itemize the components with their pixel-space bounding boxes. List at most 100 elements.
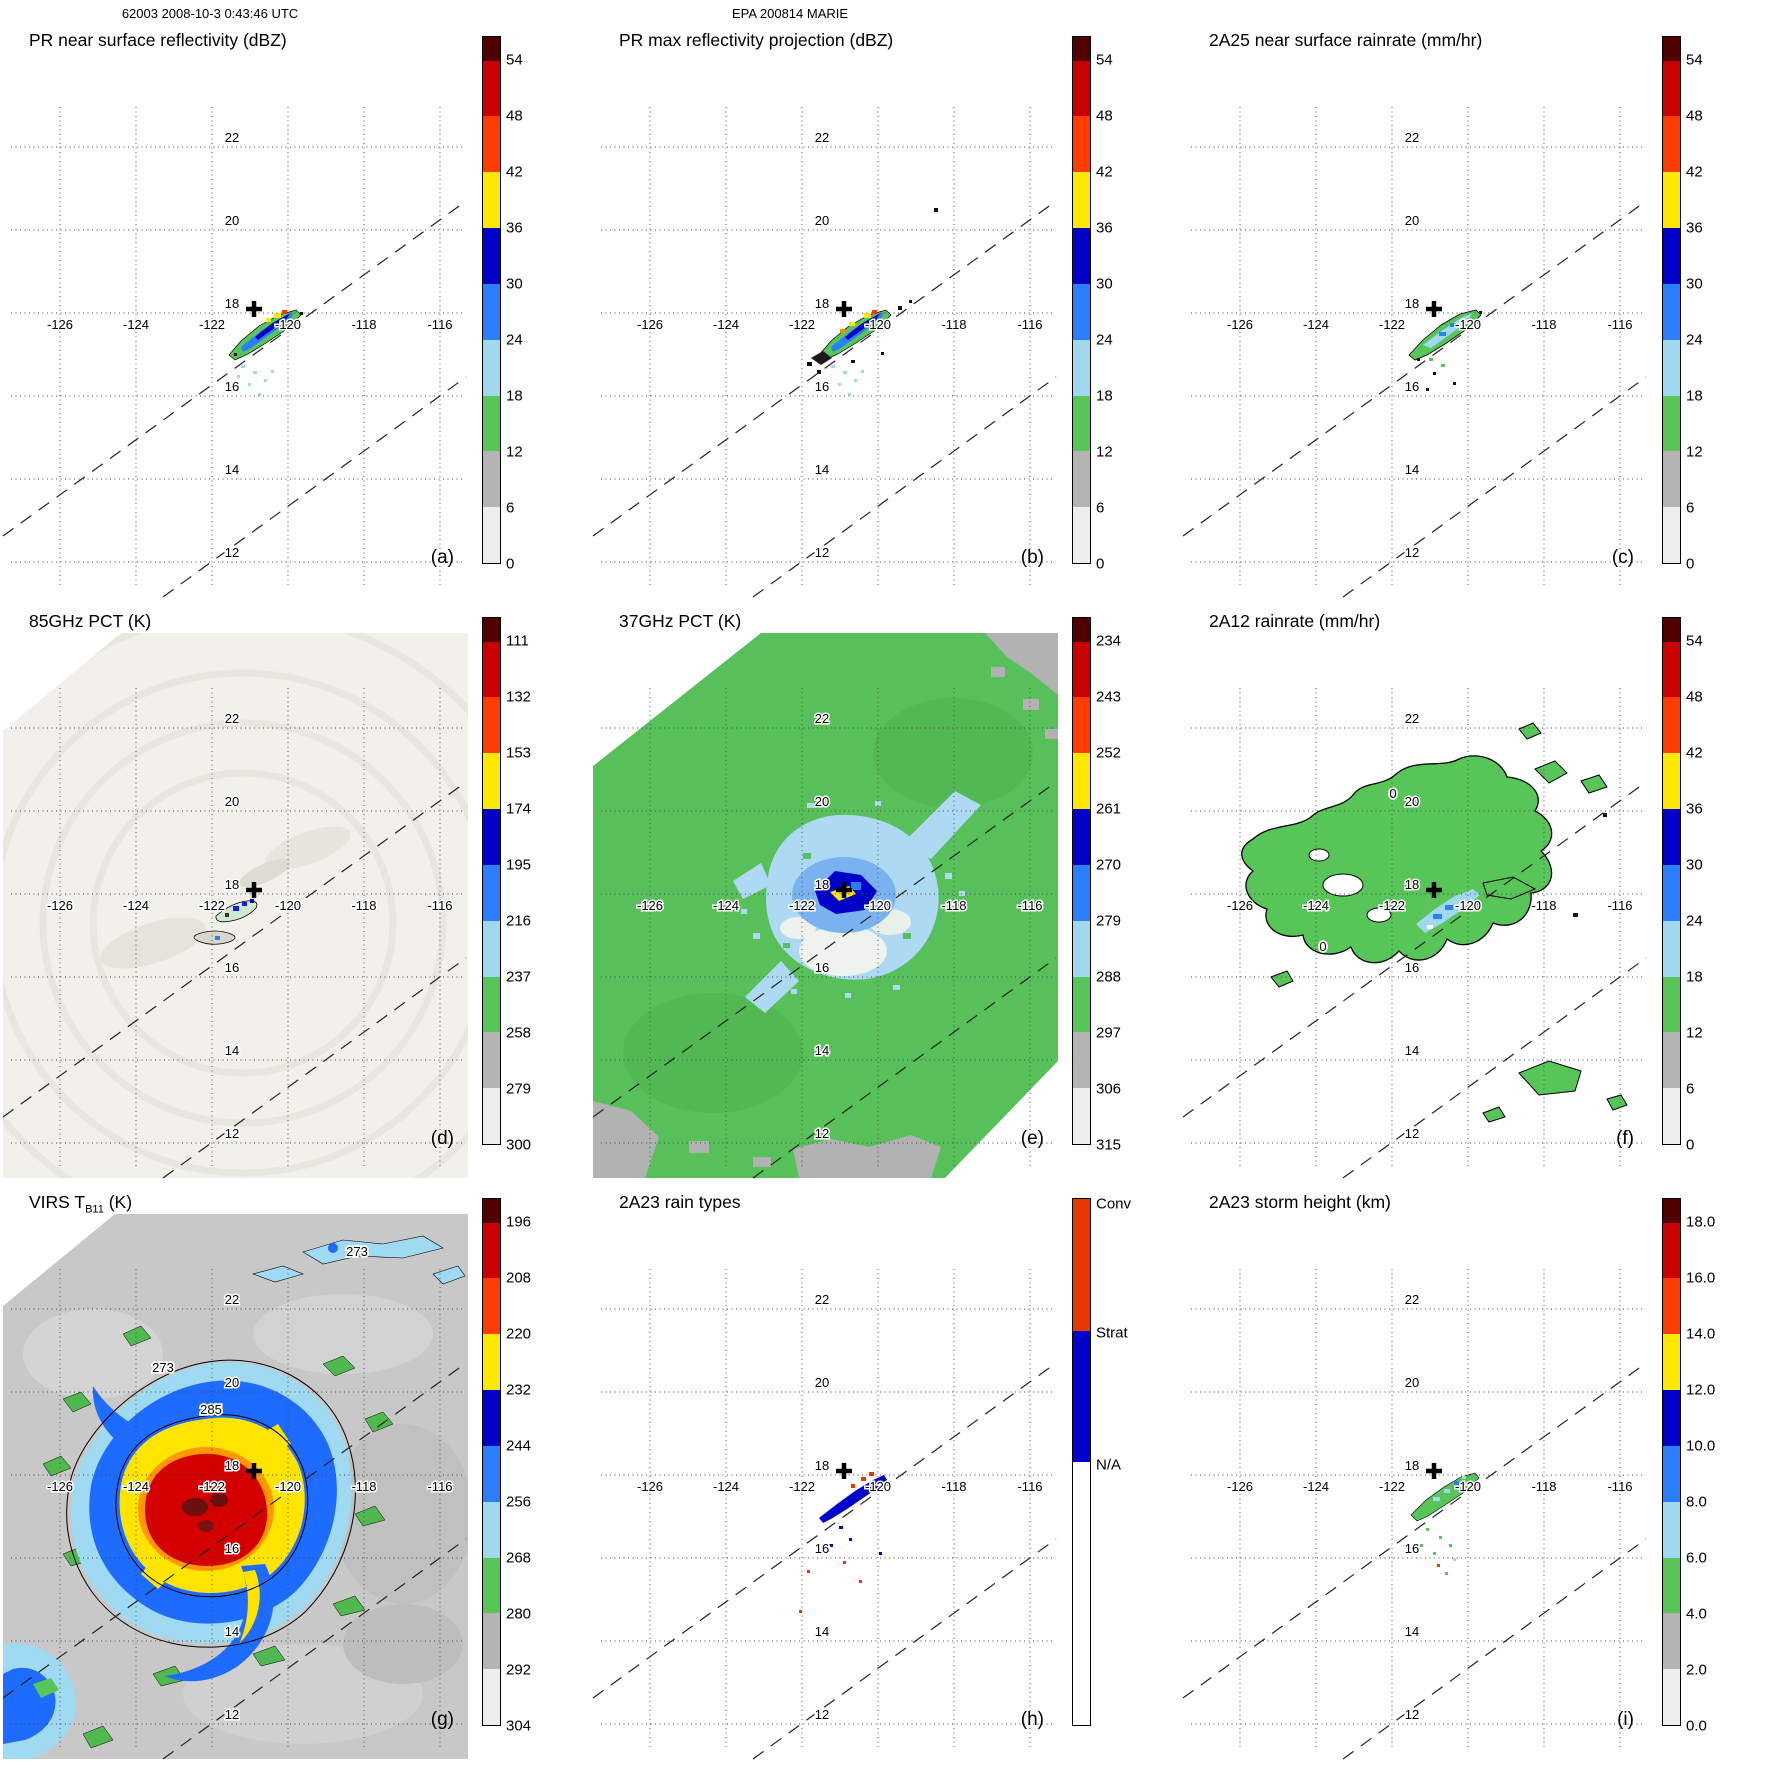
lat-label: 12 xyxy=(225,1707,239,1722)
colorbar-tick: 42 xyxy=(1686,163,1703,181)
panel-letter: (b) xyxy=(1020,547,1044,568)
lon-label: -120 xyxy=(275,1479,301,1494)
virs-tb11-raster: 273 285 273 xyxy=(3,1214,468,1759)
colorbar-segment xyxy=(483,1088,500,1144)
lat-label: 12 xyxy=(1405,1707,1419,1722)
colorbar-segment xyxy=(1663,864,1680,923)
colorbar-tick-labels: 54 48 42 36 30 24 18 12 6 0 xyxy=(506,36,586,572)
lon-label: -122 xyxy=(1379,1479,1405,1494)
colorbar-tick: 14.0 xyxy=(1686,1325,1716,1343)
colorbar-tick: 48 xyxy=(506,107,523,125)
lon-label: -124 xyxy=(123,317,149,332)
colorbar-segment xyxy=(1073,641,1090,700)
map-grid-layer: 22 20 18 16 14 12 -126 -124 -122 -120 -118 -116 xyxy=(592,1269,1057,1760)
colorbar-segment xyxy=(483,809,500,867)
contour-label: 273 xyxy=(346,1244,368,1259)
panel-c: 2A25 near surface rainrate (mm/hr) 22 20 1… xyxy=(1181,26,1771,607)
colorbar-tick: 279 xyxy=(1096,912,1122,930)
colorbar-segment xyxy=(483,339,500,398)
pr-swath-edge xyxy=(2,781,467,1118)
colorbar-tick: 297 xyxy=(1096,1024,1122,1042)
lat-label: 20 xyxy=(225,213,239,228)
pr-swath-edge xyxy=(162,1538,467,1760)
colorbar-segment xyxy=(1073,116,1090,174)
panel-letter: (h) xyxy=(1020,1709,1044,1730)
panel-d: 85GHz PCT (K) xyxy=(1,607,591,1188)
lon-label: -122 xyxy=(789,317,815,332)
lon-label: -124 xyxy=(123,1479,149,1494)
lat-label: 12 xyxy=(1405,1126,1419,1141)
lat-label: 12 xyxy=(815,545,829,560)
lon-label: -118 xyxy=(351,1479,376,1494)
colorbar-segment xyxy=(1663,1390,1680,1448)
colorbar-segment xyxy=(1663,60,1680,119)
colorbar-segment xyxy=(1663,116,1680,174)
lon-label: -120 xyxy=(1455,1479,1481,1494)
lat-label: 20 xyxy=(225,1375,239,1390)
lat-label: 18 xyxy=(225,296,239,311)
colorbar-tick: 54 xyxy=(1096,51,1113,69)
colorbar-tick: 18 xyxy=(1096,387,1113,405)
colorbar-segment xyxy=(1663,395,1680,453)
colorbar-tick-labels: 54 48 42 36 30 24 18 12 6 0 xyxy=(1096,36,1176,572)
colorbar-tick: 30 xyxy=(506,275,523,293)
lat-label: 14 xyxy=(1405,462,1419,477)
storm-center-cross-marker xyxy=(1426,301,1442,317)
colorbar-tick: 153 xyxy=(506,744,532,762)
colorbar-segment xyxy=(1663,920,1680,979)
lon-label: -116 xyxy=(1607,317,1632,332)
lon-label: -118 xyxy=(1531,1479,1556,1494)
panel-letter: (f) xyxy=(1616,1128,1634,1149)
colorbar-segment xyxy=(1073,37,1090,63)
lat-label: 14 xyxy=(815,1624,829,1639)
colorbar-segment xyxy=(483,618,500,644)
colorbar-segment xyxy=(483,1557,500,1615)
panel-letter: (g) xyxy=(430,1709,454,1730)
lon-label: -120 xyxy=(865,317,891,332)
pr-swath-edge xyxy=(162,376,467,598)
colorbar-segment xyxy=(1663,1088,1680,1144)
header-orbit-timestamp: 62003 2008-10-3 0:43:46 UTC xyxy=(121,6,299,21)
colorbar-tick-labels: Conv Strat N/A xyxy=(1096,1195,1176,1726)
lat-label: 22 xyxy=(225,1292,239,1307)
colorbar-tick-labels: 54 48 42 36 30 24 18 12 6 0 xyxy=(1686,617,1766,1153)
colorbar-segment xyxy=(1663,1278,1680,1336)
colorbar-tick: 24 xyxy=(1686,331,1703,349)
colorbar-tick: 261 xyxy=(1096,800,1122,818)
colorbar-tick: 4.0 xyxy=(1686,1605,1707,1623)
colorbar-segment xyxy=(483,641,500,700)
colorbar-tick: 174 xyxy=(506,800,532,818)
colorbar-segment xyxy=(483,1334,500,1392)
colorbar xyxy=(482,36,501,564)
colorbar-tick-labels: 18.0 16.0 14.0 12.0 10.0 8.0 6.0 4.0 2.0 0.0 xyxy=(1686,1198,1766,1734)
pct-85ghz-raster xyxy=(3,633,468,1178)
colorbar-segment xyxy=(1663,1501,1680,1560)
lon-label: -124 xyxy=(123,898,149,913)
contour-label: 273 xyxy=(152,1360,174,1375)
lon-label: -116 xyxy=(1607,898,1632,913)
colorbar-tick: 8.0 xyxy=(1686,1493,1707,1511)
pr-swath-edge xyxy=(752,376,1057,598)
lat-label: 18 xyxy=(225,877,239,892)
rain-type-raster xyxy=(799,1472,887,1613)
lon-label: -120 xyxy=(865,898,891,913)
colorbar-segment xyxy=(1073,697,1090,755)
colorbar-segment xyxy=(1663,976,1680,1034)
lat-label: 20 xyxy=(1405,1375,1419,1390)
lat-label: 14 xyxy=(1405,1043,1419,1058)
colorbar-segment xyxy=(1663,172,1680,230)
colorbar-tick: 132 xyxy=(506,688,532,706)
colorbar-segment xyxy=(1073,753,1090,811)
colorbar-tick: Conv xyxy=(1096,1195,1132,1213)
panel-i: 2A23 storm height (km) 22 20 18 16 14 12 -126 -… xyxy=(1181,1188,1771,1769)
colorbar-tick: 232 xyxy=(506,1381,532,1399)
colorbar-segment xyxy=(1663,339,1680,398)
panel-title: 2A23 rain types xyxy=(619,1192,741,1212)
lon-label: -124 xyxy=(1303,1479,1329,1494)
colorbar-tick: 18 xyxy=(506,387,523,405)
lat-label: 12 xyxy=(815,1126,829,1141)
lat-label: 12 xyxy=(225,1126,239,1141)
stratiform-streak xyxy=(819,1475,887,1523)
colorbar-segment xyxy=(1663,1222,1680,1281)
lat-label: 16 xyxy=(815,960,829,975)
